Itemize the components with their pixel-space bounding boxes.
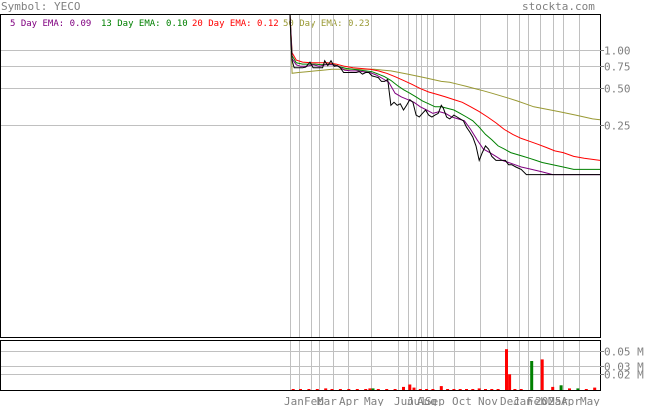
volume-bar: [315, 389, 319, 390]
volume-bar: [393, 389, 397, 390]
price-tick-label: 0.50: [604, 83, 631, 96]
volume-bar: [446, 389, 450, 390]
site-name: stockta.com: [522, 0, 595, 13]
volume-bar: [584, 389, 588, 390]
volume-bar: [425, 389, 429, 390]
volume-bar: [593, 387, 597, 390]
x-axis-label: Sep: [425, 395, 445, 406]
x-axis-label: Jun: [394, 395, 414, 406]
price-tick-label: 0.75: [604, 61, 631, 74]
price-series: [289, 14, 601, 176]
volume-bar: [412, 387, 416, 390]
x-axis-label: Mar: [317, 395, 337, 406]
x-axis-label: Mar: [548, 395, 568, 406]
volume-bar: [471, 389, 475, 390]
price-line: [289, 14, 600, 176]
legend-13-day-ema: 13 Day EMA: 0.10: [101, 19, 188, 29]
volume-bar: [324, 388, 328, 390]
volume-bar: [530, 361, 534, 390]
volume-bar: [371, 388, 375, 390]
x-axis-label: Jan: [284, 395, 304, 406]
price-panel-frame: [0, 14, 601, 338]
volume-bar: [307, 389, 311, 390]
volume-bar: [452, 389, 456, 390]
volume-bar: [368, 388, 372, 390]
volume-bar: [465, 389, 468, 390]
volume-bar: [347, 389, 351, 390]
price-axis: 1.00 0.75 0.50 0.25: [600, 45, 631, 133]
volume-bar: [513, 389, 517, 390]
volume-tick-label: 0.02 M: [604, 369, 644, 382]
volume-bar: [477, 388, 481, 390]
volume-bar: [505, 349, 508, 390]
price-grid: [1, 15, 600, 337]
volume-bar: [338, 389, 342, 390]
volume-bar: [559, 385, 563, 390]
x-axis-label: May: [364, 395, 384, 406]
price-tick-label: 1.00: [604, 45, 631, 58]
volume-bar: [458, 389, 462, 390]
volume-tick-label: 0.05 M: [604, 346, 644, 359]
volume-bar: [408, 384, 412, 390]
volume-bar: [431, 389, 435, 390]
legend-5-day-ema: 5 Day EMA: 0.09: [10, 19, 92, 29]
50-day-ema-line: [289, 14, 601, 121]
volume-bar: [490, 389, 494, 390]
x-axis-label: Jan: [513, 395, 533, 406]
volume-bar: [484, 389, 487, 390]
volume-bar: [355, 389, 359, 390]
legend-50-day-ema: 50 Day EMA: 0.23: [283, 19, 370, 29]
x-axis-label: May: [580, 395, 600, 406]
x-axis-label: Feb: [304, 395, 324, 406]
x-axis-label: Apr: [339, 395, 359, 406]
volume-tick-label: 0.03 M: [604, 361, 644, 374]
volume-bar: [376, 389, 380, 390]
volume-bar: [291, 389, 295, 390]
volume-bars: [291, 349, 597, 390]
volume-bar: [568, 388, 571, 390]
volume-bar: [519, 389, 523, 390]
x-axis-label: Jul: [407, 395, 427, 406]
volume-bar: [551, 386, 555, 390]
symbol-label: Symbol: YECO: [1, 0, 81, 13]
volume-grid: [1, 341, 600, 390]
x-axis-label: Feb: [527, 395, 547, 406]
x-axis-label: Nov: [478, 395, 498, 406]
price-tick-label: 0.25: [604, 120, 631, 133]
x-axis-label: 2025: [535, 395, 562, 406]
volume-bar: [439, 386, 443, 390]
volume-bar: [540, 359, 544, 390]
volume-bar: [576, 388, 580, 390]
x-axis-label: Dec: [500, 395, 520, 406]
volume-bar: [385, 389, 389, 390]
volume-bar: [330, 389, 334, 390]
volume-axis: 0.05 M 0.03 M0.02 M: [600, 346, 644, 382]
volume-bar: [402, 386, 405, 390]
volume-bar: [496, 389, 500, 390]
legend-20-day-ema: 20 Day EMA: 0.12: [192, 19, 279, 29]
volume-bar: [418, 389, 422, 390]
x-axis-label: Apr: [561, 395, 581, 406]
volume-bar: [299, 389, 302, 390]
x-axis-label: Aug: [417, 395, 437, 406]
volume-bar: [508, 374, 512, 390]
volume-bar: [364, 389, 368, 390]
x-axis-label: Oct: [452, 395, 472, 406]
volume-panel-frame: [0, 340, 601, 391]
